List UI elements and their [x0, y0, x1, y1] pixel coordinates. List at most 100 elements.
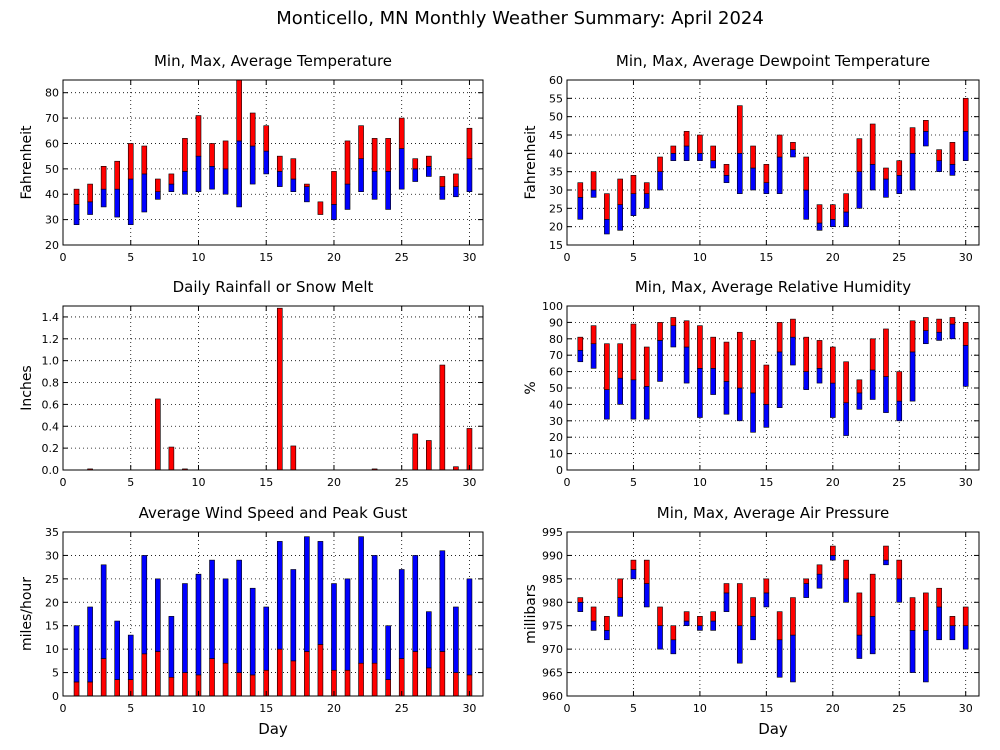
bar-avg-max	[736, 105, 743, 154]
axis-label-y: %	[523, 381, 539, 394]
bar-min-avg	[657, 340, 663, 382]
tick-label-x: 0	[60, 476, 67, 489]
tick-label-y: 100	[542, 300, 563, 313]
bar-min-avg	[249, 145, 256, 185]
tick-label-x: 15	[759, 251, 773, 264]
bar-min-avg	[750, 392, 756, 433]
bar-rainfall	[426, 440, 432, 471]
bar-avg-max	[830, 545, 836, 556]
tick-label-y: 30	[549, 184, 563, 197]
bar-min-avg	[236, 140, 242, 208]
bar-min-avg	[683, 620, 690, 627]
bar-avg-max	[697, 616, 703, 627]
bar-avg-max	[100, 166, 107, 190]
bar-avg-max	[290, 158, 297, 180]
bar-min-avg	[750, 167, 756, 191]
bar-avg-max	[923, 317, 929, 331]
bar-min-avg	[723, 592, 730, 612]
bar-peak-gust	[263, 606, 270, 671]
bar-avg-wind	[304, 651, 310, 697]
bar-avg-wind	[453, 672, 459, 697]
bar-min-avg	[896, 400, 903, 422]
bar-avg-wind	[209, 658, 215, 697]
bar-min-avg	[168, 183, 175, 192]
bar-avg-max	[657, 322, 663, 341]
bar-avg-max	[670, 317, 677, 326]
bar-avg-max	[590, 606, 597, 622]
bar-peak-gust	[168, 616, 175, 678]
bar-avg-wind	[358, 662, 364, 697]
tick-label-y: 55	[549, 92, 563, 105]
tick-label-y: 0	[52, 690, 59, 703]
bar-min-avg	[856, 392, 863, 410]
bar-avg-max	[843, 193, 849, 213]
tick-label-x: 0	[564, 251, 571, 264]
tick-label-y: 30	[549, 415, 563, 428]
tick-label-x: 10	[693, 476, 707, 489]
bar-min-avg	[763, 404, 770, 428]
bar-avg-max	[803, 336, 810, 372]
bar-avg-max	[657, 606, 663, 627]
bar-avg-max	[736, 583, 743, 627]
tick-label-y: 20	[549, 431, 563, 444]
tick-label-y: 70	[549, 349, 563, 362]
tick-label-y: 35	[549, 166, 563, 179]
bar-min-avg	[604, 389, 610, 420]
bar-min-avg	[949, 323, 956, 340]
bar-avg-max	[790, 142, 796, 150]
tick-label-x: 0	[564, 702, 571, 715]
bar-avg-max	[141, 145, 148, 175]
bar-min-avg	[923, 330, 929, 345]
bar-min-avg	[290, 178, 297, 192]
bar-avg-max	[763, 364, 770, 405]
bar-min-avg	[670, 325, 677, 348]
bar-min-avg	[344, 183, 351, 210]
tick-label-x: 25	[892, 702, 906, 715]
bar-avg-max	[577, 336, 584, 351]
bar-avg-max	[617, 578, 623, 598]
bar-avg-max	[398, 117, 405, 149]
tick-label-y: 40	[549, 398, 563, 411]
bar-min-avg	[643, 193, 650, 209]
bar-min-avg	[843, 211, 849, 227]
bar-avg-max	[683, 320, 690, 348]
bar-peak-gust	[385, 625, 391, 680]
bar-min-avg	[843, 402, 849, 436]
bar-min-avg	[604, 219, 610, 235]
bar-peak-gust	[344, 578, 351, 671]
tick-label-x: 0	[564, 476, 571, 489]
bar-min-avg	[155, 191, 161, 200]
tick-label-y: 25	[549, 202, 563, 215]
bar-min-avg	[697, 625, 703, 631]
bar-min-avg	[617, 204, 623, 231]
bar-min-avg	[723, 175, 730, 183]
tick-label-y: 35	[45, 526, 59, 539]
chart-title: Min, Max, Average Relative Humidity	[635, 278, 911, 296]
tick-label-y: 15	[549, 239, 563, 252]
bar-avg-max	[856, 379, 863, 394]
tick-label-y: 985	[542, 573, 563, 586]
bar-avg-max	[657, 156, 663, 172]
bar-min-avg	[304, 186, 310, 203]
tick-label-y: 30	[45, 214, 59, 227]
bar-avg-max	[909, 127, 916, 154]
chart-title: Min, Max, Average Temperature	[154, 52, 392, 70]
bar-avg-max	[697, 134, 703, 154]
tick-label-y: 80	[45, 87, 59, 100]
tick-label-y: 50	[549, 382, 563, 395]
bar-min-avg	[127, 178, 134, 225]
tick-label-x: 20	[826, 251, 840, 264]
bar-avg-max	[723, 583, 730, 594]
bar-avg-max	[843, 361, 849, 404]
bar-avg-wind	[344, 669, 351, 697]
bar-min-avg	[830, 555, 836, 561]
bar-avg-wind	[155, 651, 161, 697]
tick-label-x: 0	[60, 702, 67, 715]
tick-label-x: 30	[959, 251, 973, 264]
bar-min-avg	[577, 601, 584, 612]
bar-avg-max	[936, 149, 942, 161]
bar-avg-wind	[100, 658, 107, 697]
tick-label-x: 30	[959, 476, 973, 489]
plot-frame	[62, 305, 484, 471]
tick-label-y: 30	[45, 549, 59, 562]
